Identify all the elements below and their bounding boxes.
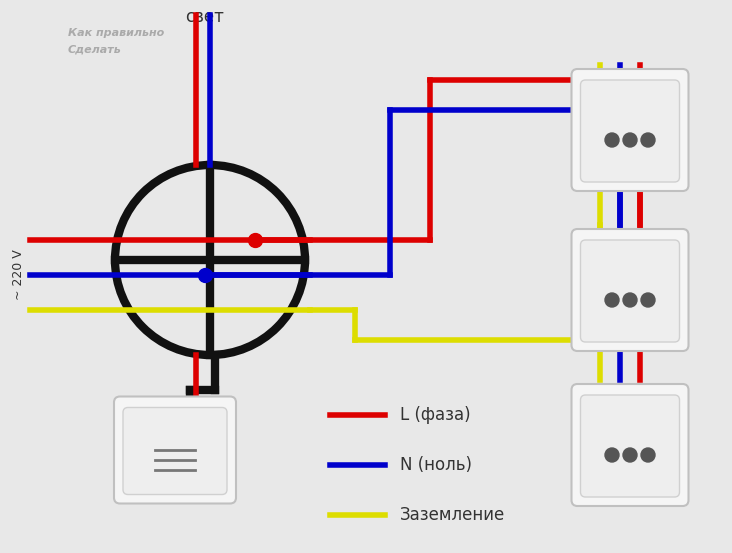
Text: свет: свет [186, 8, 225, 26]
Text: N (ноль): N (ноль) [400, 456, 472, 474]
Circle shape [605, 133, 619, 147]
FancyBboxPatch shape [580, 395, 679, 497]
Text: Сделать: Сделать [68, 44, 122, 54]
FancyBboxPatch shape [123, 408, 227, 494]
Text: Заземление: Заземление [400, 506, 505, 524]
Circle shape [605, 448, 619, 462]
FancyBboxPatch shape [572, 384, 689, 506]
Circle shape [641, 293, 655, 307]
FancyBboxPatch shape [572, 69, 689, 191]
Text: ~ 220 V: ~ 220 V [12, 249, 24, 300]
Circle shape [641, 448, 655, 462]
FancyBboxPatch shape [580, 240, 679, 342]
Circle shape [641, 133, 655, 147]
FancyBboxPatch shape [580, 80, 679, 182]
FancyBboxPatch shape [572, 229, 689, 351]
Text: Как правильно: Как правильно [68, 28, 164, 38]
Circle shape [623, 448, 637, 462]
FancyBboxPatch shape [114, 397, 236, 503]
Circle shape [605, 293, 619, 307]
Circle shape [623, 133, 637, 147]
Circle shape [623, 293, 637, 307]
Text: L (фаза): L (фаза) [400, 406, 471, 424]
